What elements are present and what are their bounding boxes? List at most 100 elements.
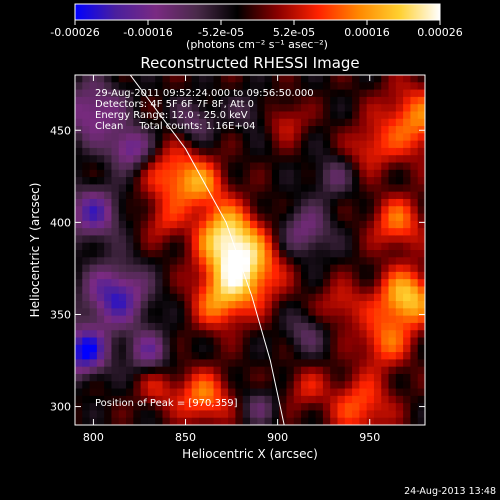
heatmap-cell [89,352,98,360]
heatmap-cell [104,140,113,149]
heatmap-cell [417,155,425,164]
heatmap-cell [242,198,251,207]
heatmap-cell [417,111,425,120]
heatmap-cell [220,228,229,237]
heatmap-cell [417,308,425,317]
heatmap-cell [337,133,346,142]
heatmap-cell [322,206,331,215]
heatmap-cell [235,373,244,382]
heatmap-cell [388,301,397,309]
heatmap-cell [337,381,346,390]
heatmap-cell [75,388,83,397]
heatmap-cell [315,177,324,185]
heatmap-cell [337,228,346,237]
heatmap-cell [133,118,142,127]
heatmap-cell [308,322,317,331]
heatmap-cell [279,257,288,266]
heatmap-cell [359,118,368,127]
heatmap-cell [220,111,229,120]
heatmap-cell [301,330,309,339]
heatmap-cell [366,206,375,215]
heatmap-cell [140,206,149,215]
heatmap-cell [96,82,105,91]
heatmap-cell [82,213,91,222]
heatmap-cell [301,286,309,295]
heatmap-cell [395,191,404,200]
heatmap-cell [315,126,324,134]
heatmap-cell [315,242,324,251]
heatmap-cell [147,373,156,382]
heatmap-cell [293,191,302,200]
heatmap-cell [126,308,134,317]
heatmap-cell [220,264,229,273]
heatmap-cell [228,220,237,229]
heatmap-cell [228,403,237,412]
heatmap-cell [235,352,244,360]
heatmap-cell [242,257,251,266]
heatmap-cell [118,344,127,353]
heatmap-cell [235,293,244,302]
heatmap-cell [395,417,404,425]
heatmap-cell [104,373,113,382]
heatmap-cell [395,373,404,382]
heatmap-cell [82,242,91,251]
heatmap-cell [140,410,149,419]
heatmap-cell [395,257,404,266]
heatmap-cell [111,337,120,346]
heatmap-cell [147,279,156,288]
heatmap-cell [257,177,266,185]
heatmap-cell [395,250,404,258]
heatmap-cell [169,147,178,156]
heatmap-cell [352,286,360,295]
heatmap-cell [352,344,360,353]
heatmap-cell [133,322,142,331]
heatmap-cell [162,337,171,346]
heatmap-cell [417,228,425,237]
heatmap-cell [352,410,360,419]
heatmap-cell [147,308,156,317]
heatmap-cell [250,286,258,295]
heatmap-cell [395,264,404,273]
heatmap-cell [126,395,134,404]
heatmap-cell [330,330,339,339]
heatmap-cell [257,191,266,200]
heatmap-cell [228,359,237,368]
heatmap-cell [235,75,244,83]
heatmap-cell [337,82,346,91]
heatmap-cell [242,206,251,215]
heatmap-cell [220,206,229,215]
heatmap-cell [162,257,171,266]
heatmap-cell [104,75,113,83]
heatmap-cell [155,330,164,339]
heatmap-cell [293,118,302,127]
heatmap-cell [308,147,317,156]
heatmap-cell [198,191,207,200]
heatmap-cell [301,242,309,251]
heatmap-cell [417,191,425,200]
heatmap-cell [388,82,397,91]
heatmap-cell [82,308,91,317]
heatmap-cell [395,322,404,331]
heatmap-cell [293,220,302,229]
heatmap-cell [322,140,331,149]
heatmap-cell [337,184,346,193]
heatmap-cell [337,388,346,397]
heatmap-cell [147,89,156,98]
heatmap-cell [89,89,98,98]
heatmap-cell [410,417,419,425]
heatmap-cell [104,126,113,134]
heatmap-cell [191,308,200,317]
heatmap-cell [213,359,222,368]
heatmap-cell [403,381,412,390]
heatmap-cell [140,293,149,302]
heatmap-cell [344,366,353,375]
heatmap-cell [301,250,309,258]
heatmap-cell [257,315,266,324]
heatmap-cell [162,184,171,193]
heatmap-cell [330,388,339,397]
heatmap-cell [184,264,193,273]
heatmap-cell [140,344,149,353]
heatmap-cell [315,344,324,353]
heatmap-cell [82,257,91,266]
heatmap-cell [177,177,185,185]
